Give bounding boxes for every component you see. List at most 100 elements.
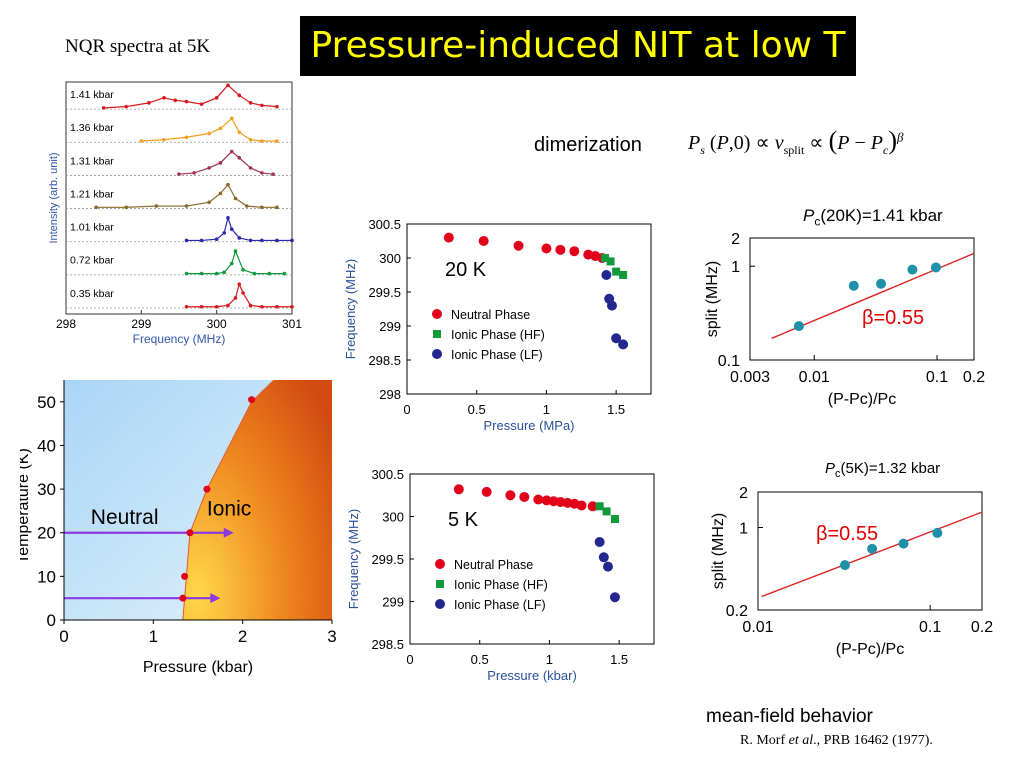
y-tick-label: 2	[731, 231, 740, 248]
spectrum-point	[275, 205, 279, 210]
spectrum-point	[229, 116, 234, 121]
plot-frame	[65, 81, 293, 315]
spectrum-point	[282, 271, 287, 276]
beta-label: β=0.55	[816, 523, 878, 545]
pc-20k-text: (20K)=1.41 kbar	[820, 206, 943, 225]
y-tick-label: 20	[37, 524, 56, 543]
spectrum-point	[199, 304, 204, 309]
data-point-circle	[606, 300, 617, 311]
spectrum-point	[245, 204, 249, 208]
spectrum-point	[184, 135, 189, 140]
data-point	[930, 262, 941, 273]
spectrum-point	[184, 238, 189, 243]
x-axis-label: (P-Pc)/Pc	[836, 641, 904, 658]
spectrum-point	[248, 101, 253, 105]
pc-20k-sub: c	[814, 214, 821, 229]
series-label: 1.01 kbar	[70, 222, 114, 234]
spectrum-point	[177, 172, 181, 176]
legend-label: Ionic Phase (HF)	[454, 578, 548, 592]
series-label: 0.72 kbar	[70, 255, 114, 267]
data-point-circle	[519, 491, 530, 502]
data-point-square	[600, 254, 609, 262]
x-axis-label: Pressure (kbar)	[143, 659, 253, 676]
spectrum-point	[101, 106, 106, 110]
reference-citation: R. Morf et al., PRB 16462 (1977).	[740, 733, 933, 749]
x-tick-label: 301	[282, 317, 302, 331]
data-point-circle	[533, 494, 544, 505]
data-point	[839, 560, 850, 571]
spectrum-point	[267, 271, 272, 276]
split-20k-panel: 0.003 0.01 0.1 0.2 0.1 1 2 (P-Pc)/Pc split (MHz)…	[704, 230, 988, 430]
data-point-circle	[541, 243, 552, 254]
x-tick-label: 1.5	[610, 652, 628, 667]
data-point-circle	[598, 552, 609, 563]
spectrum-line	[141, 117, 277, 142]
ref-author: R. Morf	[740, 733, 789, 748]
y-tick-label: 298.5	[368, 353, 401, 368]
spectrum-point	[226, 216, 230, 220]
legend-marker	[432, 349, 442, 359]
beta-label: β=0.55	[862, 307, 924, 329]
spectrum-point	[207, 166, 211, 170]
ref-rest: ., PRB 16462 (1977).	[813, 733, 933, 748]
spectrum-point	[222, 270, 226, 275]
x-tick-label: 0.01	[799, 369, 830, 386]
data-point	[907, 264, 918, 275]
spectrum-point	[214, 96, 219, 100]
x-axis-label: Pressure (MPa)	[483, 418, 574, 433]
y-tick-label: 298.5	[371, 637, 404, 652]
y-tick-label: 298	[379, 387, 401, 402]
data-point-circle	[618, 339, 629, 350]
data-point-circle	[602, 561, 613, 572]
legend-label: Neutral Phase	[451, 308, 530, 322]
temperature-annotation: 20 K	[445, 259, 487, 281]
legend-marker	[433, 330, 441, 338]
legend-marker	[435, 559, 445, 569]
spectrum-point	[199, 102, 204, 106]
split-5k-panel: 0.01 0.1 0.2 0.2 1 2 (P-Pc)/Pc split (MHz) β=0.5…	[710, 484, 996, 682]
spectrum-point	[248, 166, 253, 170]
y-tick-label: 0	[47, 611, 56, 630]
x-tick-label: 1	[546, 652, 553, 667]
y-tick-label: 2	[739, 485, 748, 502]
data-point-circle	[576, 500, 587, 511]
pc-5k-label: Pc(5K)=1.32 kbar	[825, 460, 940, 480]
spectrum-point	[241, 268, 245, 272]
data-point-circle	[453, 484, 464, 495]
spectrum-point	[237, 130, 242, 135]
spectrum-point	[124, 104, 129, 109]
freq-20k-panel: 0 0.5 1 1.5 298 298.5 299 299.5 300 300.5 Pressure…	[345, 216, 659, 450]
spectrum-point	[124, 205, 129, 210]
data-point-square	[595, 502, 604, 511]
nqr-spectra-chart: 1.41 kbar 1.36 kbar 1.31 kbar 1.21 kbar 1.01…	[48, 81, 302, 346]
spectrum-point	[275, 238, 279, 243]
y-tick-label: 300	[379, 251, 401, 266]
spectrum-point	[173, 98, 178, 103]
data-point	[876, 278, 887, 289]
spectrum-point	[248, 238, 253, 243]
y-tick-label: 300.5	[371, 467, 404, 482]
spectrum-point	[237, 282, 242, 286]
series-label: 1.31 kbar	[70, 155, 114, 167]
transition-point	[181, 572, 189, 580]
series-label: 0.35 kbar	[70, 288, 114, 300]
pc-20k-symbol: P	[803, 206, 815, 225]
plot-frame	[749, 237, 975, 361]
data-point-circle	[555, 244, 566, 255]
spectrum-point	[192, 171, 196, 175]
nqr-spectra-panel: 1.41 kbar 1.36 kbar 1.31 kbar 1.21 kbar 1.01…	[48, 76, 302, 346]
x-tick-label: 0.01	[742, 619, 773, 636]
spectrum-point	[184, 271, 189, 276]
y-tick-label: 299.5	[368, 285, 401, 300]
pc-5k-symbol: P	[825, 460, 836, 477]
y-tick-label: 40	[37, 436, 56, 455]
y-axis-label: Intensity (arb. unit)	[48, 152, 60, 243]
y-tick-label: 1	[739, 521, 748, 538]
data-point-circle	[569, 246, 580, 257]
data-point-square	[612, 267, 621, 276]
spectrum-point	[241, 291, 245, 295]
spectrum-point	[184, 99, 189, 104]
data-point-circle	[478, 236, 489, 246]
x-tick-label: 0.003	[730, 369, 770, 386]
